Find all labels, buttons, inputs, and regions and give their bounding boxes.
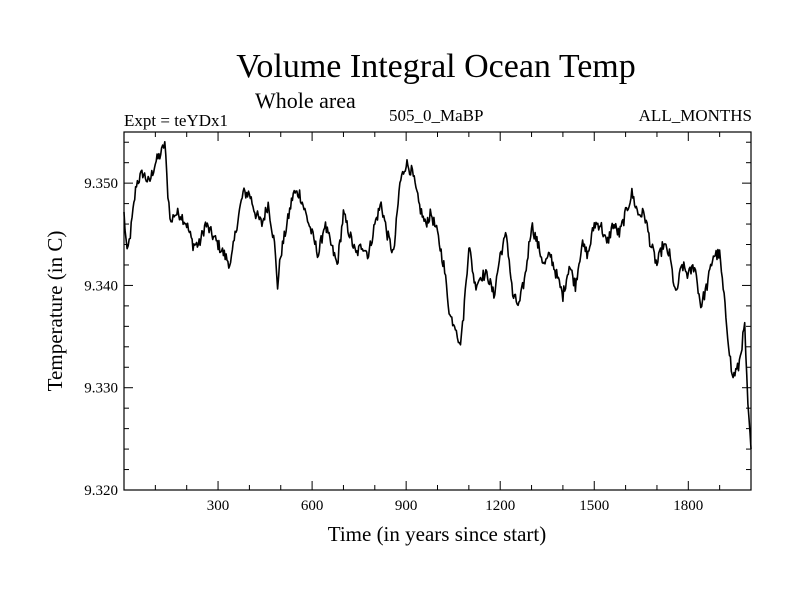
x-tick-label: 600 [301, 498, 324, 514]
x-tick-label: 900 [395, 498, 418, 514]
temperature-series-line [123, 141, 752, 450]
y-axis-label: Temperature (in C) [43, 231, 67, 392]
x-axis-label: Time (in years since start) [328, 522, 547, 546]
y-tick-label: 9.330 [84, 381, 118, 397]
case-label: 505_0_MaBP [389, 106, 484, 125]
chart-title: Volume Integral Ocean Temp [236, 48, 636, 85]
months-label: ALL_MONTHS [638, 106, 752, 125]
chart-subtitle: Whole area [255, 88, 356, 113]
x-tick-label: 300 [207, 498, 230, 514]
axis-tick-labels: 300 600 900 1200 1500 1800 9.320 9.330 9.340 9.35… [84, 176, 703, 514]
experiment-label: Expt = teYDx1 [124, 111, 229, 130]
axis-ticks [124, 132, 751, 490]
plot-frame [123, 131, 752, 491]
y-tick-label: 9.340 [84, 278, 118, 294]
x-tick-label: 1800 [673, 498, 703, 514]
x-tick-label: 1200 [485, 498, 515, 514]
x-tick-label: 1500 [579, 498, 609, 514]
y-tick-label: 9.320 [84, 483, 118, 499]
y-tick-label: 9.350 [84, 176, 118, 192]
